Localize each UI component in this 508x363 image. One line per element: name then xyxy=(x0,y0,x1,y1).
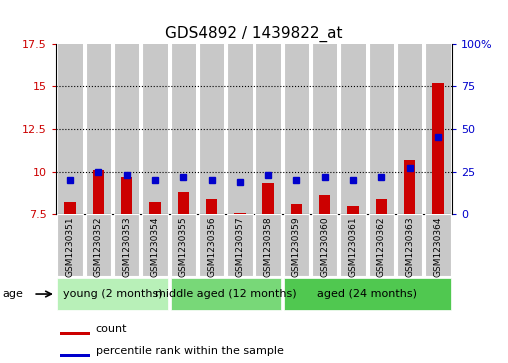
Bar xyxy=(65,202,76,214)
Bar xyxy=(425,214,451,276)
Text: percentile rank within the sample: percentile rank within the sample xyxy=(96,346,283,356)
Bar xyxy=(369,214,394,276)
Bar xyxy=(85,44,111,214)
Bar xyxy=(283,214,309,276)
Bar xyxy=(397,214,423,276)
Bar xyxy=(234,213,245,214)
Bar xyxy=(85,214,111,276)
Bar xyxy=(114,44,139,214)
Bar xyxy=(227,44,252,214)
Bar xyxy=(57,214,83,276)
Bar xyxy=(256,214,281,276)
Text: GSM1230360: GSM1230360 xyxy=(320,216,329,277)
Text: GSM1230351: GSM1230351 xyxy=(66,216,75,277)
Text: GSM1230352: GSM1230352 xyxy=(94,216,103,277)
Text: GSM1230363: GSM1230363 xyxy=(405,216,414,277)
Text: GSM1230361: GSM1230361 xyxy=(348,216,358,277)
Text: GSM1230362: GSM1230362 xyxy=(377,216,386,277)
Bar xyxy=(312,214,337,276)
Bar xyxy=(283,44,309,214)
Bar xyxy=(397,44,423,214)
Bar xyxy=(121,177,132,214)
Bar xyxy=(199,214,224,276)
Text: GSM1230359: GSM1230359 xyxy=(292,216,301,277)
Bar xyxy=(256,44,281,214)
Bar xyxy=(291,204,302,214)
Bar xyxy=(171,278,281,310)
Text: count: count xyxy=(96,324,127,334)
Bar xyxy=(340,214,366,276)
Bar xyxy=(319,195,330,214)
Text: GSM1230364: GSM1230364 xyxy=(433,216,442,277)
Text: GSM1230355: GSM1230355 xyxy=(179,216,188,277)
Text: aged (24 months): aged (24 months) xyxy=(317,289,417,299)
Text: GSM1230354: GSM1230354 xyxy=(150,216,160,277)
Text: middle aged (12 months): middle aged (12 months) xyxy=(155,289,297,299)
Bar xyxy=(404,160,416,214)
Bar xyxy=(376,199,387,214)
Bar xyxy=(347,205,359,214)
Bar xyxy=(227,214,252,276)
Bar xyxy=(425,44,451,214)
Bar xyxy=(60,354,90,357)
Text: GSM1230358: GSM1230358 xyxy=(264,216,273,277)
Bar xyxy=(171,44,196,214)
Bar xyxy=(206,199,217,214)
Bar xyxy=(178,192,189,214)
Bar xyxy=(142,44,168,214)
Bar xyxy=(92,170,104,214)
Bar xyxy=(149,202,161,214)
Bar xyxy=(369,44,394,214)
Bar xyxy=(312,44,337,214)
Text: GSM1230357: GSM1230357 xyxy=(235,216,244,277)
Text: GSM1230356: GSM1230356 xyxy=(207,216,216,277)
Bar xyxy=(432,83,443,214)
Bar xyxy=(60,333,90,335)
Bar xyxy=(57,278,168,310)
Bar xyxy=(142,214,168,276)
Bar xyxy=(263,183,274,214)
Text: age: age xyxy=(3,289,23,299)
Bar xyxy=(171,214,196,276)
Text: GSM1230353: GSM1230353 xyxy=(122,216,131,277)
Bar xyxy=(57,44,83,214)
Bar xyxy=(114,214,139,276)
Text: young (2 months): young (2 months) xyxy=(62,289,162,299)
Bar xyxy=(283,278,451,310)
Title: GDS4892 / 1439822_at: GDS4892 / 1439822_at xyxy=(165,26,343,42)
Bar xyxy=(340,44,366,214)
Bar xyxy=(199,44,224,214)
